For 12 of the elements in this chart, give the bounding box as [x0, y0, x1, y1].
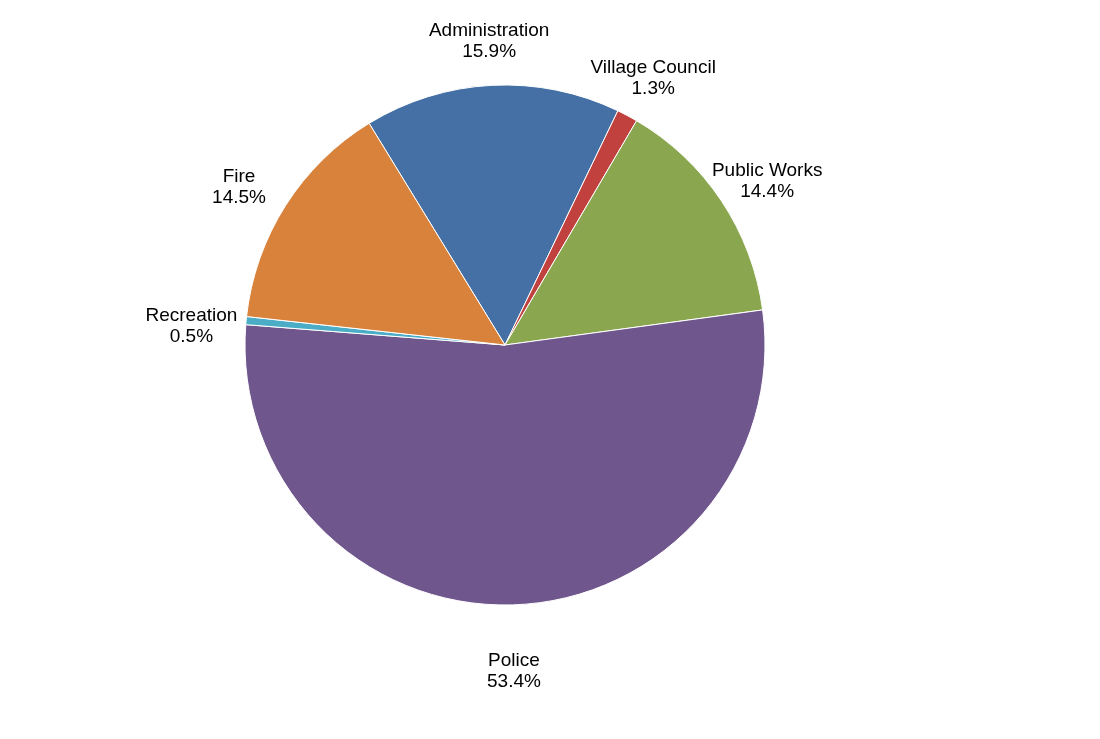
- data-label: 53.4%: [487, 669, 542, 691]
- slice-label: Recreation: [145, 304, 238, 326]
- data-label: 14.4%: [740, 180, 795, 202]
- data-label: 1.3%: [631, 77, 675, 99]
- slice-label: Fire: [222, 165, 256, 187]
- slice-label: Public Works: [711, 159, 823, 181]
- slice-label: Village Council: [590, 56, 716, 78]
- slice-label: Administration: [428, 19, 550, 41]
- slice-label: Police: [488, 648, 540, 670]
- data-label: 15.9%: [462, 40, 517, 62]
- data-label: 14.5%: [212, 186, 267, 208]
- data-label: 0.5%: [169, 325, 214, 347]
